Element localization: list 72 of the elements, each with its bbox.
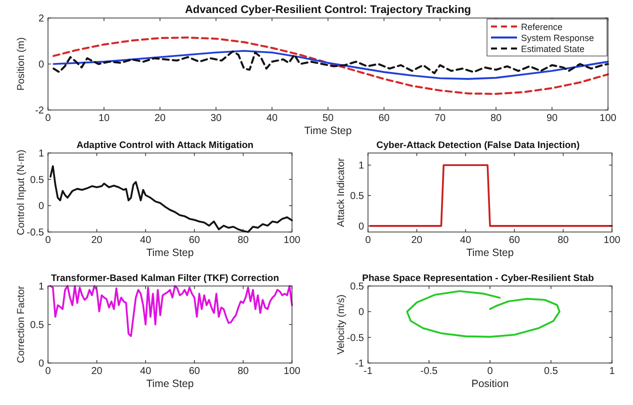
x-tick-label: 50 bbox=[322, 113, 334, 124]
x-tick-label: 0 bbox=[487, 366, 494, 377]
x-tick-label: 0.5 bbox=[544, 366, 558, 377]
y-tick-label: 0 bbox=[38, 358, 44, 370]
y-tick-label: -2 bbox=[35, 106, 44, 116]
legend-label: Reference bbox=[521, 22, 563, 32]
x-tick-label: 20 bbox=[91, 366, 103, 377]
x-tick-label: 40 bbox=[140, 235, 152, 246]
x-tick-label: 60 bbox=[378, 113, 390, 124]
x-tick-label: 100 bbox=[284, 366, 301, 377]
x-tick-label: 20 bbox=[91, 235, 103, 246]
legend-label: System Response bbox=[521, 33, 594, 43]
x-tick-label: 100 bbox=[604, 235, 621, 246]
y-tick-label: 0 bbox=[358, 221, 364, 232]
chart-title: Transformer-Based Kalman Filter (TKF) Correction bbox=[50, 273, 280, 284]
y-tick-label: -1 bbox=[355, 358, 364, 370]
y-tick-label: 0 bbox=[38, 201, 44, 212]
x-tick-label: 90 bbox=[546, 113, 558, 124]
y-tick-label: 0.5 bbox=[350, 191, 364, 202]
x-tick-label: 0 bbox=[365, 235, 372, 246]
chart-title: Advanced Cyber-Resilient Control: Trajectory Tracking bbox=[184, 4, 472, 16]
x-axis-title: Time Step bbox=[304, 125, 352, 137]
x-axis-title: Time Step bbox=[146, 247, 194, 259]
y-tick-label: 0.5 bbox=[350, 282, 364, 292]
chart-title: Cyber-Attack Detection (False Data Injection) bbox=[376, 140, 580, 151]
y-axis-title: Attack Indicator bbox=[336, 157, 347, 227]
x-axis-title: Time Step bbox=[146, 378, 194, 390]
x-tick-label: 60 bbox=[508, 235, 520, 246]
x-axis-title: Time Step bbox=[466, 247, 514, 259]
y-tick-label: 0.5 bbox=[30, 320, 44, 331]
x-tick-label: 20 bbox=[154, 113, 166, 124]
y-axis-title: Control Input (N·m) bbox=[16, 150, 27, 236]
x-tick-label: 40 bbox=[140, 366, 152, 377]
y-tick-label: 0 bbox=[358, 307, 364, 318]
y-tick-label: 1 bbox=[38, 148, 44, 160]
y-tick-label: -0.5 bbox=[26, 228, 44, 238]
x-tick-label: 40 bbox=[460, 235, 472, 246]
x-tick-label: 100 bbox=[600, 113, 617, 124]
y-tick-label: 1 bbox=[38, 282, 44, 292]
line-series bbox=[50, 165, 293, 233]
legend-label: Estimated State bbox=[521, 44, 585, 54]
x-tick-label: 30 bbox=[210, 113, 222, 124]
line-series bbox=[406, 290, 560, 338]
x-tick-label: 10 bbox=[98, 113, 110, 124]
chart-title: Adaptive Control with Attack Mitigation bbox=[76, 140, 254, 151]
chart-title: Phase Space Representation - Cyber-Resilient Stab bbox=[362, 273, 594, 284]
x-tick-label: 0 bbox=[45, 366, 52, 377]
x-tick-label: 80 bbox=[238, 366, 250, 377]
y-tick-label: 2 bbox=[38, 14, 44, 24]
x-tick-label: 0 bbox=[45, 235, 52, 246]
x-tick-label: 80 bbox=[490, 113, 502, 124]
x-tick-label: 100 bbox=[284, 235, 301, 246]
y-tick-label: -0.5 bbox=[346, 332, 364, 344]
x-tick-label: -0.5 bbox=[420, 366, 438, 377]
x-axis-title: Position bbox=[471, 378, 509, 390]
x-tick-label: 70 bbox=[434, 113, 446, 124]
y-axis-title: Velocity (m/s) bbox=[336, 294, 347, 355]
x-tick-label: 1 bbox=[609, 366, 616, 377]
line-series bbox=[50, 285, 293, 337]
line-series bbox=[52, 36, 609, 95]
x-tick-label: 0 bbox=[45, 113, 52, 124]
x-tick-label: 40 bbox=[266, 113, 278, 124]
y-axis-title: Correction Factor bbox=[16, 285, 27, 364]
x-tick-label: 20 bbox=[411, 235, 423, 246]
y-tick-label: 0 bbox=[38, 60, 44, 70]
y-axis-title: Position (m) bbox=[16, 37, 27, 91]
x-tick-label: 80 bbox=[238, 235, 250, 246]
y-tick-label: 1 bbox=[358, 160, 364, 172]
x-tick-label: 60 bbox=[188, 235, 200, 246]
y-tick-label: 0.5 bbox=[30, 174, 44, 186]
x-tick-label: 80 bbox=[558, 235, 570, 246]
x-tick-label: 60 bbox=[188, 366, 200, 377]
